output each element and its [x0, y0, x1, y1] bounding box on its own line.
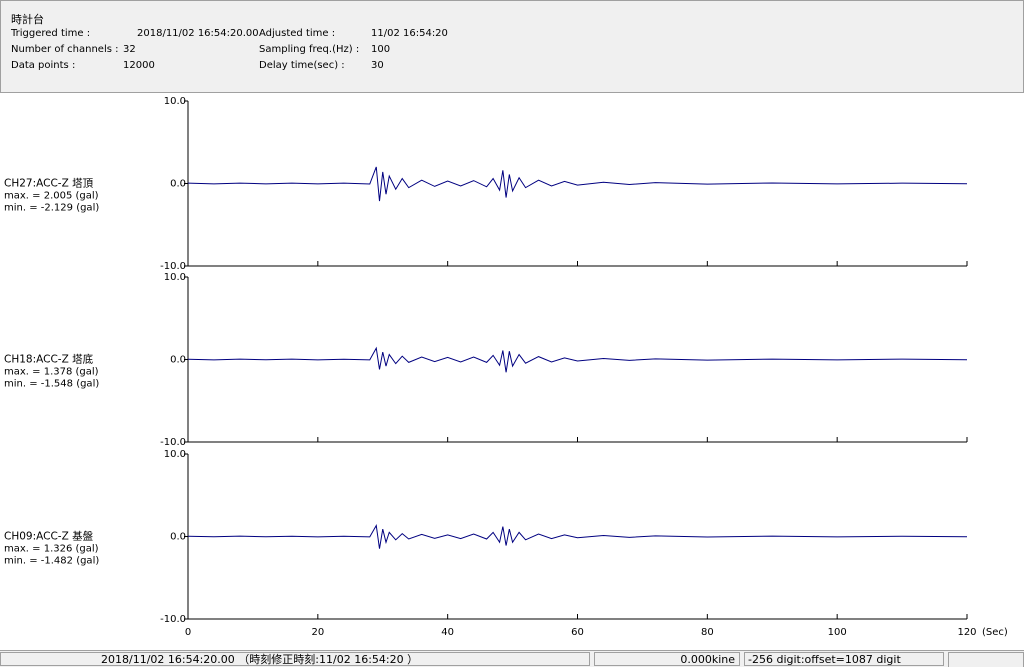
y-tick-label: -10.0	[160, 614, 186, 625]
y-tick-label: -10.0	[160, 437, 186, 448]
info-label: Delay time(sec) :	[259, 60, 345, 71]
status-digit: -256 digit:offset=1087 digit	[744, 652, 944, 666]
status-bar: 2018/11/02 16:54:20.00 （時刻修正時刻:11/02 16:…	[0, 650, 1024, 667]
x-unit: (Sec)	[982, 627, 1008, 638]
status-velocity: 0.000kine	[594, 652, 740, 666]
info-label: Triggered time :	[11, 28, 91, 39]
info-value: 32	[123, 44, 136, 55]
y-tick-label: 10.0	[164, 96, 186, 107]
info-value: 100	[371, 44, 391, 55]
status-time: 2018/11/02 16:54:20.00 （時刻修正時刻:11/02 16:…	[0, 652, 590, 666]
waveform	[187, 346, 968, 373]
max-label: max. = 2.005 (gal)	[4, 191, 99, 202]
status-empty	[948, 652, 1024, 667]
y-tick-label: 0.0	[170, 355, 186, 366]
info-label: Data points :	[11, 60, 76, 71]
info-label: Adjusted time :	[259, 28, 336, 39]
x-tick-label: 120	[957, 627, 976, 638]
x-tick-label: 20	[311, 627, 324, 638]
info-value: 12000	[123, 60, 155, 71]
max-label: max. = 1.378 (gal)	[4, 367, 99, 378]
min-label: min. = -1.548 (gal)	[4, 379, 99, 390]
min-label: min. = -1.482 (gal)	[4, 556, 99, 567]
info-label: Number of channels :	[11, 44, 119, 55]
min-label: min. = -2.129 (gal)	[4, 203, 99, 214]
x-tick-label: 100	[828, 627, 847, 638]
info-value: 2018/11/02 16:54:20.00	[137, 28, 259, 39]
channel-name: CH27:ACC-Z 塔頂	[4, 177, 94, 190]
x-tick-label: 60	[571, 627, 584, 638]
waveform	[187, 524, 968, 549]
header-panel: 時計台 Triggered time : 2018/11/02 16:54:20.…	[0, 0, 1024, 93]
info-value: 11/02 16:54:20	[371, 28, 448, 39]
header-title: 時計台	[11, 13, 44, 26]
x-tick-label: 0	[185, 627, 191, 638]
y-tick-label: 10.0	[164, 449, 186, 460]
info-value: 30	[371, 60, 384, 71]
y-tick-label: 0.0	[170, 532, 186, 543]
channel-name: CH18:ACC-Z 塔底	[4, 353, 94, 366]
y-tick-label: 0.0	[170, 179, 186, 190]
y-tick-label: -10.0	[160, 261, 186, 272]
channel-name: CH09:ACC-Z 基盤	[4, 530, 94, 543]
max-label: max. = 1.326 (gal)	[4, 544, 99, 555]
x-tick-label: 80	[701, 627, 714, 638]
info-label: Sampling freq.(Hz) :	[259, 44, 360, 55]
waveform	[187, 166, 968, 202]
y-tick-label: 10.0	[164, 272, 186, 283]
x-tick-label: 40	[441, 627, 454, 638]
